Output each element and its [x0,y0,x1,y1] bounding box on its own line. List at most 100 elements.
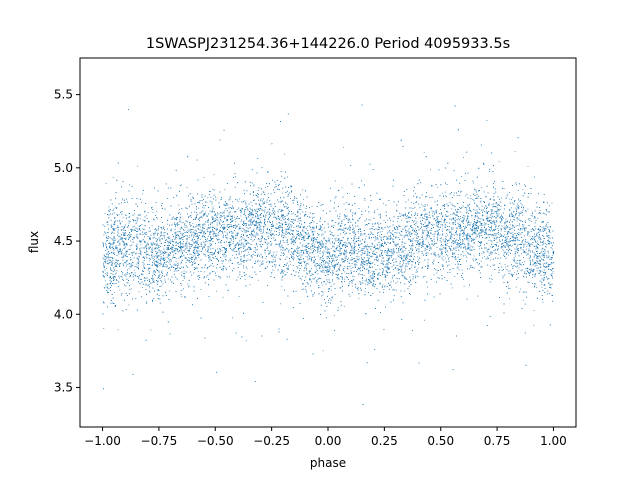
data-point [207,197,209,199]
data-point [314,256,316,257]
data-point [447,272,449,273]
data-point [231,262,233,264]
data-point [506,234,508,235]
data-point [130,264,132,266]
data-point [527,234,529,235]
data-point [399,257,401,258]
data-point [511,199,512,200]
data-point [291,224,293,226]
data-point [329,242,331,244]
data-point [473,209,474,210]
data-point [488,239,490,241]
data-point [533,252,535,254]
data-point [180,246,182,248]
data-point [188,260,190,262]
data-point [119,277,120,279]
data-point [464,215,466,217]
data-point [430,169,431,171]
data-point [256,220,258,222]
data-point [370,219,372,221]
data-point [378,224,380,226]
data-point [519,244,520,245]
data-point [383,203,384,205]
data-point [320,244,322,246]
data-point [505,244,507,246]
data-point [501,235,502,237]
data-point [472,226,474,228]
data-point [365,283,366,285]
data-point [111,264,112,266]
data-point [238,254,240,255]
data-point [119,236,121,238]
data-point [225,259,227,261]
data-point [364,280,366,282]
data-point [540,256,541,258]
data-point [287,176,288,178]
data-point [194,246,196,248]
data-point [240,243,242,245]
data-point [386,252,388,253]
data-point [487,258,489,259]
data-point [186,187,188,188]
data-point [341,240,343,241]
data-point [354,211,356,213]
data-point [331,256,333,258]
data-point [162,251,164,253]
data-point [461,176,463,177]
data-point [110,267,112,269]
data-point [144,228,146,230]
data-point [283,237,285,238]
data-point [391,249,392,251]
data-point [527,254,529,255]
data-point [311,243,313,244]
data-point [236,209,238,210]
data-point [344,266,346,267]
data-point [300,220,302,222]
data-point [451,208,453,210]
data-point [433,274,435,276]
data-point [240,215,242,217]
data-point [140,217,142,219]
data-point [141,274,143,276]
data-point [358,259,360,261]
data-point [231,239,232,241]
data-point [463,218,465,220]
data-point [403,235,405,237]
data-point [178,204,180,206]
data-point [473,243,475,244]
data-point [537,229,539,230]
data-point [221,249,223,251]
data-point [105,280,106,282]
data-point [210,222,211,224]
data-point [496,215,498,217]
data-point [204,267,205,268]
data-point [264,207,266,208]
data-point [173,238,175,240]
data-point [436,237,438,239]
data-point [481,187,483,189]
data-point [296,230,298,232]
data-point [316,268,317,270]
data-point [437,270,439,272]
data-point [314,261,315,263]
data-point [427,265,428,267]
data-point [481,227,483,228]
data-point [205,211,207,213]
data-point [522,240,523,241]
data-point [516,220,518,222]
data-point [122,217,124,218]
data-point [200,226,201,228]
data-point [305,265,307,267]
data-point [543,284,545,286]
data-point [307,237,309,238]
data-point [533,218,535,220]
data-point [473,255,475,257]
data-point [293,227,295,228]
data-point [504,264,506,265]
data-point [305,255,307,257]
data-point [541,286,543,288]
data-point [487,256,488,258]
data-point [319,259,321,260]
data-point [109,209,111,211]
data-point [374,247,375,248]
